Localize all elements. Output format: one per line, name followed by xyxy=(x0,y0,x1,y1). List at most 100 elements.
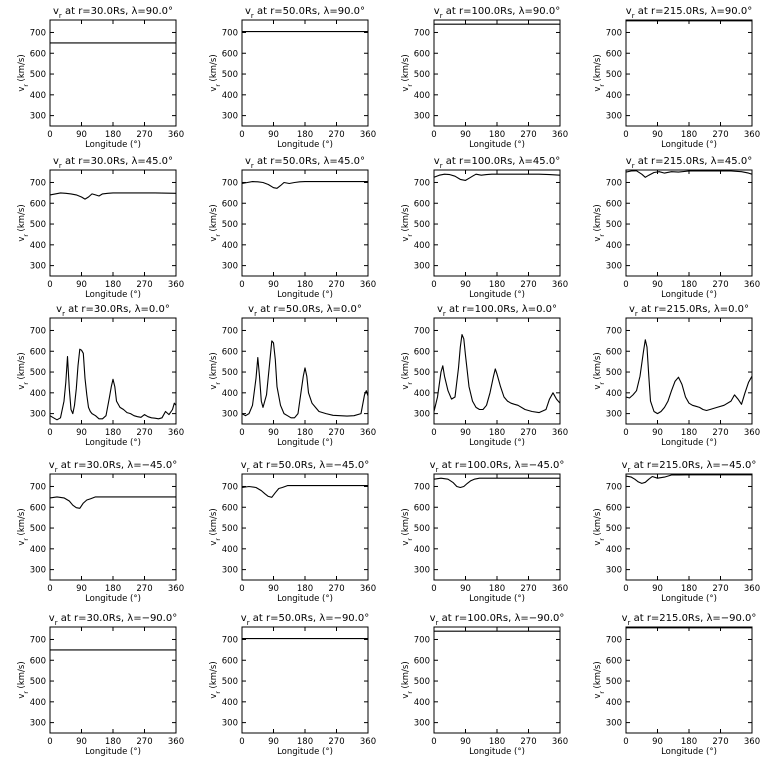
title-subscript: r xyxy=(440,162,443,170)
x-axis-label: Longitude (°) xyxy=(469,594,525,604)
chart-title: vr at r=100.0Rs, λ=90.0° xyxy=(434,6,560,20)
chart-title: vr at r=30.0Rs, λ=45.0° xyxy=(53,156,173,170)
title-subscript: r xyxy=(628,466,631,474)
title-symbol: v xyxy=(49,613,55,624)
plot-frame xyxy=(433,169,561,277)
x-tick-label: 270 xyxy=(136,584,152,594)
chart-panel: vr at r=215.0Rs, λ=−45.0°0 90 180 270 360300… xyxy=(593,460,760,604)
x-tick-label: 0 xyxy=(239,130,244,140)
y-tick-label: 400 xyxy=(222,389,238,399)
series-line xyxy=(49,496,176,509)
x-tick-label: 360 xyxy=(360,737,376,747)
title-text: at r=215.0Rs, λ=90.0° xyxy=(635,6,753,17)
y-tick-label: 300 xyxy=(414,566,430,576)
title-symbol: v xyxy=(248,304,254,315)
chart-title: vr at r=215.0Rs, λ=−90.0° xyxy=(622,613,757,627)
y-tick-label: 500 xyxy=(414,70,430,80)
x-tick-label: 90 xyxy=(268,737,279,747)
y-tick-label: 600 xyxy=(414,199,430,209)
y-tick-label: 600 xyxy=(30,49,46,59)
x-tick-label: 180 xyxy=(681,280,697,290)
title-symbol: v xyxy=(622,613,628,624)
y-tick-label: 700 xyxy=(30,28,46,38)
chart-title: vr at r=215.0Rs, λ=0.0° xyxy=(629,304,749,318)
title-subscript: r xyxy=(440,12,443,20)
title-subscript: r xyxy=(62,310,65,318)
title-subscript: r xyxy=(251,162,254,170)
title-subscript: r xyxy=(632,12,635,20)
x-axis-label: Longitude (°) xyxy=(277,290,333,300)
y-tick-label: 600 xyxy=(414,503,430,513)
chart-panel: vr at r=30.0Rs, λ=45.0°0 90 180 270 36030040… xyxy=(17,156,184,300)
plot-frame xyxy=(433,317,561,425)
x-tick-label: 90 xyxy=(652,130,663,140)
title-text: at r=50.0Rs, λ=45.0° xyxy=(254,156,365,167)
title-subscript: r xyxy=(254,310,257,318)
x-tick-label: 180 xyxy=(489,130,505,140)
y-label-units: (km/s) xyxy=(209,204,219,234)
x-tick-label: 270 xyxy=(136,280,152,290)
y-tick-label: 500 xyxy=(30,368,46,378)
x-tick-label: 90 xyxy=(460,737,471,747)
y-tick-label: 600 xyxy=(222,347,238,357)
y-tick-label: 500 xyxy=(30,677,46,687)
x-tick-label: 90 xyxy=(652,737,663,747)
y-label-units: (km/s) xyxy=(401,661,411,691)
y-label-subscript: r xyxy=(23,382,30,385)
x-tick-label: 270 xyxy=(328,584,344,594)
plot-frame xyxy=(49,317,177,425)
y-label-units: (km/s) xyxy=(17,352,27,382)
title-symbol: v xyxy=(622,460,628,471)
series-line xyxy=(625,339,753,415)
y-label-symbol: v xyxy=(209,694,219,699)
title-text: at r=215.0Rs, λ=−45.0° xyxy=(630,460,756,471)
y-tick-label: 700 xyxy=(414,482,430,492)
chart-panel: vr at r=100.0Rs, λ=45.0°0 90 180 270 3603004… xyxy=(401,156,568,300)
x-axis-label: Longitude (°) xyxy=(277,140,333,150)
y-tick-label: 400 xyxy=(30,698,46,708)
series-line xyxy=(625,170,753,178)
x-tick-label: 0 xyxy=(239,737,244,747)
y-axis-label: vr (km/s) xyxy=(593,54,606,91)
y-tick-label: 600 xyxy=(30,503,46,513)
x-tick-label: 180 xyxy=(297,130,313,140)
chart-panel: vr at r=50.0Rs, λ=0.0°0 90 180 270 360300400… xyxy=(209,304,376,448)
chart-panel: vr at r=215.0Rs, λ=0.0°0 90 180 270 36030040… xyxy=(593,304,760,448)
x-axis-label: Longitude (°) xyxy=(661,290,717,300)
y-tick-label: 700 xyxy=(414,28,430,38)
chart-title: vr at r=50.0Rs, λ=90.0° xyxy=(245,6,365,20)
y-tick-label: 300 xyxy=(30,566,46,576)
y-label-units: (km/s) xyxy=(209,508,219,538)
y-tick-label: 700 xyxy=(606,326,622,336)
x-tick-label: 0 xyxy=(47,428,52,438)
y-tick-label: 700 xyxy=(30,635,46,645)
series-line xyxy=(433,334,561,414)
y-label-units: (km/s) xyxy=(593,352,603,382)
x-tick-label: 180 xyxy=(105,280,121,290)
x-tick-label: 360 xyxy=(744,428,760,438)
chart-title: vr at r=50.0Rs, λ=0.0° xyxy=(248,304,362,318)
series-line xyxy=(433,477,560,489)
x-tick-label: 360 xyxy=(360,130,376,140)
x-tick-label: 270 xyxy=(520,428,536,438)
chart-panel: vr at r=30.0Rs, λ=0.0°0 90 180 270 360300400… xyxy=(17,304,184,448)
title-text: at r=100.0Rs, λ=−45.0° xyxy=(438,460,564,471)
y-tick-label: 500 xyxy=(606,70,622,80)
y-label-symbol: v xyxy=(209,87,219,92)
y-tick-label: 700 xyxy=(414,326,430,336)
title-subscript: r xyxy=(55,619,58,627)
x-tick-label: 0 xyxy=(431,584,436,594)
y-tick-label: 600 xyxy=(606,49,622,59)
y-label-subscript: r xyxy=(23,234,30,237)
y-tick-label: 300 xyxy=(414,719,430,729)
x-tick-label: 90 xyxy=(652,280,663,290)
chart-title: vr at r=215.0Rs, λ=−45.0° xyxy=(622,460,757,474)
x-tick-label: 180 xyxy=(297,280,313,290)
x-tick-label: 180 xyxy=(105,584,121,594)
y-label-symbol: v xyxy=(401,694,411,699)
y-axis-label: vr (km/s) xyxy=(17,661,30,698)
title-symbol: v xyxy=(241,613,247,624)
x-tick-label: 270 xyxy=(136,130,152,140)
plot-frame xyxy=(433,19,561,127)
y-label-symbol: v xyxy=(17,541,27,546)
